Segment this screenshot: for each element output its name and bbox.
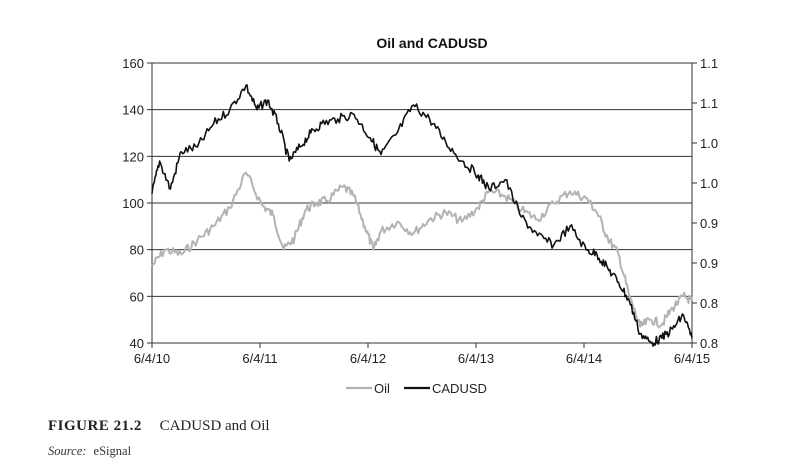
left-tick-label: 40: [130, 336, 144, 351]
left-tick-label: 100: [122, 196, 144, 211]
right-tick-label: 0.9: [700, 216, 718, 231]
left-tick-label: 140: [122, 103, 144, 118]
figure-source: Source: eSignal: [48, 444, 131, 459]
x-tick-label: 6/4/10: [134, 351, 170, 366]
right-tick-label: 1.1: [700, 96, 718, 111]
series-layer: [151, 84, 693, 347]
x-tick-label: 6/4/15: [674, 351, 710, 366]
x-tick-label: 6/4/11: [242, 351, 277, 366]
source-value: eSignal: [93, 444, 132, 458]
x-tick-label: 6/4/12: [350, 351, 386, 366]
right-tick-label: 1.0: [700, 136, 718, 151]
x-axis: 6/4/10 6/4/11 6/4/12 6/4/13 6/4/14 6/4/15: [134, 343, 710, 366]
right-tick-label: 0.8: [700, 296, 718, 311]
chart-grid: [151, 62, 693, 344]
source-label: Source:: [48, 444, 87, 458]
right-tick-label: 1.1: [700, 56, 718, 71]
left-tick-label: 120: [122, 149, 144, 164]
legend-label-cadusd: CADUSD: [432, 381, 487, 396]
figure-caption: FIGURE 21.2 CADUSD and Oil: [48, 418, 270, 435]
x-tick-label: 6/4/13: [458, 351, 494, 366]
figure-title: CADUSD and Oil: [159, 418, 270, 434]
right-tick-label: 0.9: [700, 256, 718, 271]
legend-label-oil: Oil: [374, 381, 390, 396]
x-tick-label: 6/4/14: [566, 351, 602, 366]
left-tick-label: 160: [122, 56, 144, 71]
right-axis: 0.8 0.8 0.9 0.9 1.0 1.0 1.1 1.1: [692, 56, 718, 351]
legend: Oil CADUSD: [346, 381, 487, 396]
figure-label: FIGURE 21.2: [48, 418, 142, 434]
chart-title: Oil and CADUSD: [376, 35, 487, 51]
series-line-oil: [151, 171, 693, 329]
left-tick-label: 60: [130, 289, 144, 304]
right-tick-label: 1.0: [700, 176, 718, 191]
left-tick-label: 80: [130, 243, 144, 258]
series-line-cadusd: [151, 84, 693, 347]
left-axis: 40 60 80 100 120 140 160: [122, 56, 152, 351]
right-tick-label: 0.8: [700, 336, 718, 351]
